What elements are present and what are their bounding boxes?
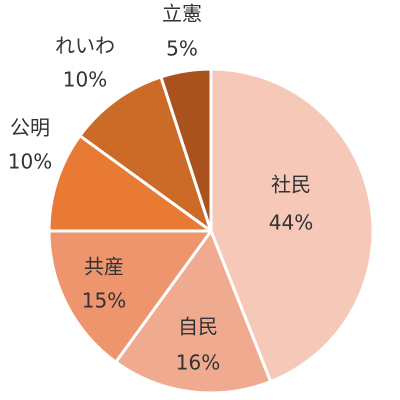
pie-slice-4 xyxy=(47,134,213,233)
pie-slice-1 xyxy=(209,67,375,384)
slice-percent-2: 16% xyxy=(176,351,220,375)
pie-slice-2 xyxy=(114,229,273,395)
slice-label-5: れいわ xyxy=(55,34,115,58)
slice-percent-6: 5% xyxy=(166,37,198,61)
slice-percent-4: 10% xyxy=(8,150,52,174)
slice-percent-5: 10% xyxy=(63,68,107,92)
slice-label-4: 公明 xyxy=(10,116,50,140)
pie-labels: 社民 44% 自民 16% 共産 15% 公明 10% れいわ 10% 立憲 5% xyxy=(8,2,313,375)
pie-slices xyxy=(47,67,375,395)
slice-label-6: 立憲 xyxy=(162,2,202,26)
slice-label-1: 社民 xyxy=(271,173,311,197)
pie-slice-6 xyxy=(159,67,213,233)
slice-percent-1: 44% xyxy=(269,211,313,235)
pie-slice-3 xyxy=(47,229,213,364)
slice-label-2: 自民 xyxy=(178,315,218,339)
slice-percent-3: 15% xyxy=(82,289,126,313)
slice-label-3: 共産 xyxy=(84,255,124,279)
pie-slice-5 xyxy=(78,75,213,233)
